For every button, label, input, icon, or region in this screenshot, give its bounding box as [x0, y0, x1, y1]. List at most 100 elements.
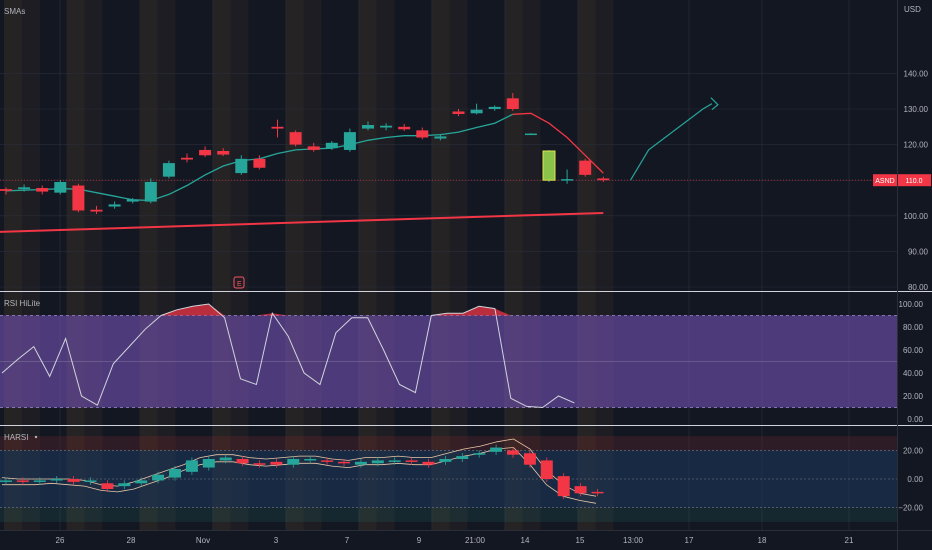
- harsi-candle[interactable]: [270, 458, 283, 468]
- price-candle[interactable]: [488, 105, 501, 111]
- harsi-candle[interactable]: [16, 477, 29, 485]
- harsi-candle[interactable]: [67, 476, 80, 485]
- price-candle[interactable]: [253, 155, 266, 170]
- price-candle[interactable]: [307, 142, 320, 152]
- harsi-pane-title[interactable]: HARSI: [4, 433, 28, 442]
- harsi-candle[interactable]: [118, 480, 131, 490]
- harsi-candle[interactable]: [135, 477, 148, 487]
- sma-short-line-declining: [512, 112, 604, 174]
- main-y-tick-label: 100.00: [904, 212, 929, 221]
- main-y-tick-label: 140.00: [904, 69, 929, 78]
- harsi-candle[interactable]: [540, 457, 553, 482]
- last-price-tag[interactable]: ASND 110.0: [873, 174, 931, 187]
- x-tick-label: 9: [417, 536, 422, 545]
- price-candle[interactable]: [434, 133, 447, 141]
- forecast-arrow[interactable]: [629, 103, 713, 181]
- harsi-candle[interactable]: [456, 453, 469, 462]
- harsi-pane[interactable]: [0, 436, 897, 522]
- price-candle[interactable]: [162, 160, 175, 179]
- price-candle[interactable]: [108, 201, 121, 209]
- harsi-candle[interactable]: [507, 447, 519, 458]
- harsi-candle[interactable]: [0, 477, 12, 485]
- price-candle[interactable]: [470, 103, 483, 115]
- harsi-candle[interactable]: [371, 457, 384, 467]
- x-tick-label: 18: [758, 536, 767, 545]
- rsi-pane[interactable]: [0, 303, 897, 409]
- harsi-candle[interactable]: [557, 473, 570, 500]
- harsi-candle[interactable]: [490, 444, 503, 455]
- harsi-candle[interactable]: [236, 455, 249, 467]
- price-candle[interactable]: [380, 123, 393, 131]
- harsi-candle[interactable]: [405, 457, 418, 465]
- price-candle[interactable]: [506, 92, 519, 111]
- price-candle[interactable]: [524, 133, 537, 136]
- price-candle[interactable]: [54, 180, 67, 195]
- price-candle[interactable]: [597, 176, 610, 182]
- harsi-candle[interactable]: [304, 455, 317, 464]
- time-axis[interactable]: 26 28 Nov 3 7 9 21:00 14 15 13:00 17 18 21: [56, 536, 854, 545]
- harsi-candle[interactable]: [523, 450, 536, 468]
- price-pane[interactable]: [0, 92, 897, 233]
- harsi-candle[interactable]: [574, 483, 587, 497]
- harsi-candle[interactable]: [185, 457, 198, 475]
- price-candle[interactable]: [542, 149, 556, 182]
- harsi-candle[interactable]: [388, 457, 401, 465]
- price-candle[interactable]: [144, 178, 157, 204]
- harsi-upper-line: [1, 438, 597, 497]
- price-candle[interactable]: [289, 130, 302, 147]
- rsi-y-tick-label: 80.00: [903, 323, 924, 332]
- price-candle[interactable]: [235, 155, 248, 175]
- price-candle[interactable]: [72, 183, 85, 213]
- harsi-candle[interactable]: [338, 458, 350, 467]
- harsi-candle[interactable]: [219, 454, 232, 464]
- harsi-candle[interactable]: [50, 476, 63, 484]
- earnings-marker[interactable]: E: [233, 276, 245, 289]
- rsi-y-tick-label: 60.00: [903, 346, 924, 355]
- rsi-pane-title[interactable]: RSI HiLite: [4, 299, 41, 308]
- main-pane-title[interactable]: SMAs: [4, 7, 25, 16]
- harsi-candle[interactable]: [422, 458, 435, 468]
- price-candle[interactable]: [561, 169, 574, 184]
- price-candle[interactable]: [199, 146, 212, 158]
- price-candle[interactable]: [416, 127, 429, 140]
- price-candle[interactable]: [452, 109, 465, 117]
- price-candle[interactable]: [398, 123, 411, 132]
- price-axes[interactable]: 80.0090.00100.00110.00120.00130.00140.00…: [873, 69, 931, 513]
- price-candle[interactable]: [217, 148, 230, 156]
- price-candle[interactable]: [181, 153, 193, 163]
- harsi-candle[interactable]: [33, 477, 46, 485]
- harsi-candle[interactable]: [321, 457, 334, 465]
- price-candle[interactable]: [271, 119, 284, 138]
- price-candle[interactable]: [18, 184, 31, 192]
- harsi-candle[interactable]: [439, 455, 452, 465]
- harsi-candle[interactable]: [152, 471, 165, 484]
- price-candle[interactable]: [579, 158, 592, 177]
- x-tick-label: 14: [521, 536, 530, 545]
- price-candle[interactable]: [36, 185, 49, 195]
- rsi-line[interactable]: [1, 303, 575, 409]
- harsi-y-tick-label: −20.00: [898, 504, 923, 513]
- forecast-arrow-head: [710, 97, 719, 111]
- harsi-candle[interactable]: [202, 455, 215, 471]
- svg-text:110.0: 110.0: [906, 178, 923, 185]
- harsi-candle[interactable]: [169, 465, 181, 481]
- harsi-overbought-zone: [0, 436, 897, 451]
- harsi-candle[interactable]: [354, 458, 367, 468]
- price-candle[interactable]: [0, 187, 12, 195]
- harsi-y-tick-label: 20.00: [903, 446, 924, 455]
- harsi-candle[interactable]: [101, 480, 114, 493]
- harsi-candle[interactable]: [591, 488, 604, 497]
- harsi-candle[interactable]: [287, 455, 300, 468]
- price-candle[interactable]: [90, 205, 103, 215]
- rsi-y-tick-label: 20.00: [903, 392, 924, 401]
- price-candle[interactable]: [362, 121, 374, 131]
- harsi-candle[interactable]: [253, 460, 266, 468]
- price-candle[interactable]: [343, 128, 356, 152]
- price-candle[interactable]: [126, 198, 139, 204]
- rsi-overbought-fill: [161, 304, 225, 316]
- harsi-candle[interactable]: [84, 477, 97, 485]
- price-candle[interactable]: [325, 141, 338, 150]
- main-y-tick-label: 90.00: [908, 247, 929, 256]
- harsi-candle[interactable]: [473, 450, 486, 458]
